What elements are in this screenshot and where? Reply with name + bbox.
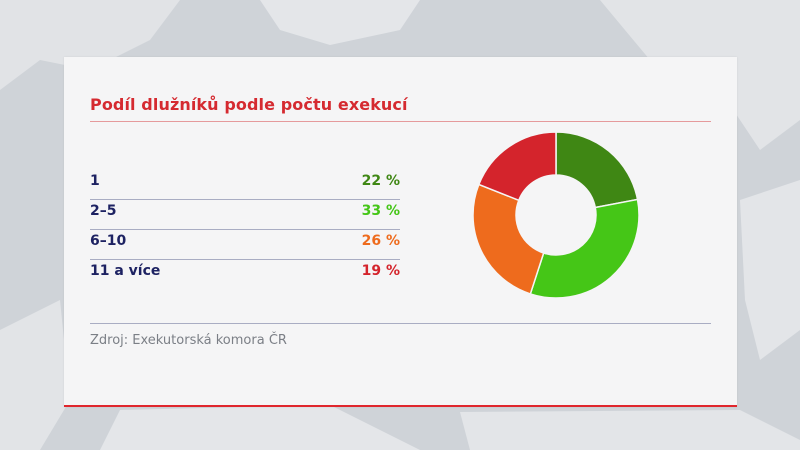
value-label: 19 %	[361, 263, 400, 279]
donut-slice-3	[472, 183, 545, 295]
category-label: 2–5	[90, 203, 117, 219]
source-note: Zdroj: Exekutorská komora ČR	[90, 333, 287, 348]
donut-slice-2	[529, 198, 640, 299]
category-label: 1	[90, 173, 100, 189]
table-row: 1 22 %	[90, 170, 400, 200]
table-row: 11 a více 19 %	[90, 260, 400, 289]
value-label: 33 %	[361, 203, 400, 219]
donut-slice-1	[555, 131, 639, 209]
value-label: 26 %	[361, 233, 400, 249]
source-divider	[90, 323, 711, 324]
table-row: 2–5 33 %	[90, 200, 400, 230]
donut-slice-4	[477, 131, 557, 202]
title-divider	[90, 121, 711, 122]
legend-table: 1 22 % 2–5 33 % 6–10 26 % 11 a více 19 %	[90, 170, 400, 289]
value-label: 22 %	[361, 173, 400, 189]
table-row: 6–10 26 %	[90, 230, 400, 260]
donut-chart	[472, 131, 640, 299]
infographic-card: Podíl dlužníků podle počtu exekucí 1 22 %…	[64, 57, 737, 407]
category-label: 11 a více	[90, 263, 161, 279]
chart-title: Podíl dlužníků podle počtu exekucí	[90, 95, 408, 114]
category-label: 6–10	[90, 233, 127, 249]
accent-line	[64, 405, 737, 407]
